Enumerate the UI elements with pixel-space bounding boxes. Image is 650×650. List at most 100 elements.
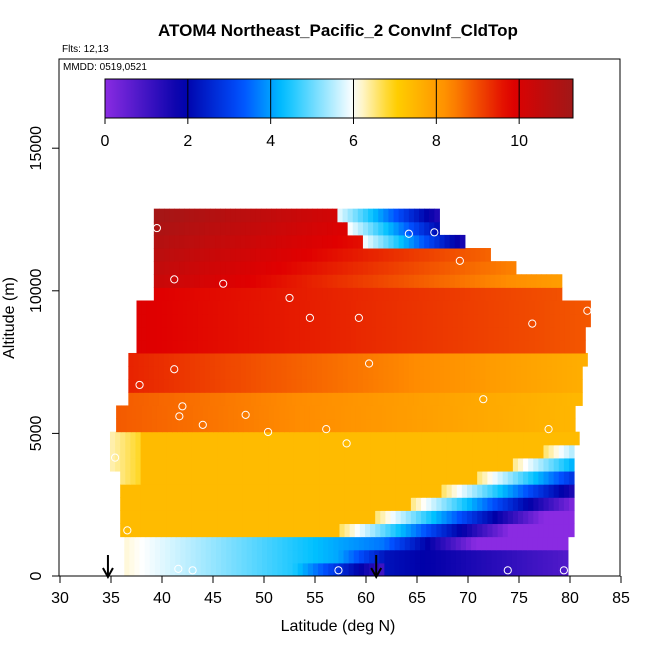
flight-point xyxy=(342,439,351,448)
heatmap-cell xyxy=(231,562,237,577)
heatmap-cell xyxy=(422,300,428,315)
heatmap-cell xyxy=(129,536,135,551)
heatmap-cell xyxy=(276,208,282,223)
heatmap-cell xyxy=(553,484,560,498)
heatmap-cell xyxy=(477,510,483,525)
heatmap-cell xyxy=(498,326,505,341)
heatmap-cell xyxy=(345,418,352,433)
heatmap-cell xyxy=(182,300,188,315)
heatmap-cell xyxy=(252,497,259,511)
heatmap-cell xyxy=(559,326,566,341)
heatmap-cell xyxy=(446,431,453,446)
heatmap-cell xyxy=(502,457,509,472)
heatmap-cell xyxy=(421,431,427,446)
heatmap-cell xyxy=(134,562,141,577)
heatmap-cell xyxy=(488,418,494,433)
heatmap-cell xyxy=(324,431,330,446)
heatmap-cell xyxy=(151,313,158,328)
x-tick-label: 35 xyxy=(102,590,120,607)
heatmap-cell xyxy=(395,457,402,472)
heatmap-cell xyxy=(220,366,226,380)
heatmap-cell xyxy=(215,221,221,236)
heatmap-cell xyxy=(476,536,482,551)
heatmap-cell xyxy=(129,562,135,577)
heatmap-cell xyxy=(220,379,226,393)
heatmap-cell xyxy=(288,484,295,498)
heatmap-cell xyxy=(449,366,456,380)
heatmap-cell xyxy=(194,234,201,249)
heatmap-cell xyxy=(192,313,199,328)
heatmap-cell xyxy=(153,234,160,249)
heatmap-cell xyxy=(447,326,454,341)
heatmap-cell xyxy=(485,392,491,406)
heatmap-cell xyxy=(181,510,187,525)
heatmap-cell xyxy=(359,497,366,511)
heatmap-cell xyxy=(413,221,420,236)
heatmap-cell xyxy=(155,510,162,525)
heatmap-cell xyxy=(192,339,199,354)
heatmap-cell xyxy=(176,457,182,472)
heatmap-cell xyxy=(303,431,310,446)
heatmap-cell xyxy=(553,444,560,459)
heatmap-cell xyxy=(349,444,356,459)
heatmap-cell xyxy=(150,510,157,525)
flight-point xyxy=(241,410,250,419)
heatmap-cell xyxy=(217,471,223,485)
heatmap-cell xyxy=(414,549,421,564)
heatmap-cell xyxy=(222,484,228,498)
heatmap-cell xyxy=(274,418,280,433)
heatmap-cell xyxy=(299,300,306,315)
heatmap-cell xyxy=(472,444,478,459)
heatmap-cell xyxy=(548,431,555,446)
heatmap-cell xyxy=(352,287,359,301)
heatmap-cell xyxy=(215,261,221,275)
heatmap-cell xyxy=(349,457,356,472)
heatmap-cell xyxy=(424,208,430,223)
heatmap-cell xyxy=(136,339,143,354)
heatmap-cell xyxy=(533,431,539,446)
heatmap-cell xyxy=(309,405,316,420)
heatmap-cell xyxy=(541,366,548,380)
heatmap-cell xyxy=(209,379,216,393)
heatmap-cell xyxy=(408,379,415,393)
heatmap-cell xyxy=(125,523,131,538)
heatmap-cell xyxy=(167,326,173,341)
heatmap-cell xyxy=(373,287,379,301)
heatmap-cell xyxy=(362,379,369,393)
heatmap-cell xyxy=(490,287,497,301)
heatmap-cell xyxy=(184,248,191,262)
heatmap-cell xyxy=(217,457,223,472)
heatmap-cell xyxy=(539,339,545,354)
heatmap-cell xyxy=(153,248,160,262)
heatmap-cell xyxy=(262,484,269,498)
heatmap-cell xyxy=(415,497,422,511)
heatmap-cell xyxy=(345,339,352,354)
heatmap-cell xyxy=(544,405,551,420)
heatmap-cell xyxy=(223,418,229,433)
heatmap-cell xyxy=(278,471,284,485)
heatmap-cell xyxy=(388,287,395,301)
heatmap-cell xyxy=(241,549,248,564)
heatmap-cell xyxy=(485,366,491,380)
heatmap-cell xyxy=(329,444,335,459)
heatmap-cell xyxy=(455,562,462,577)
heatmap-cell xyxy=(174,287,180,301)
heatmap-cell xyxy=(374,536,380,551)
heatmap-cell xyxy=(301,379,308,393)
heatmap-cell xyxy=(200,549,207,564)
heatmap-cell xyxy=(308,457,315,472)
heatmap-cell xyxy=(155,471,162,485)
heatmap-cell xyxy=(195,562,202,577)
heatmap-cell xyxy=(301,352,308,367)
heatmap-cell xyxy=(153,366,160,380)
heatmap-cell xyxy=(470,392,476,406)
heatmap-cell xyxy=(318,549,324,564)
heatmap-cell xyxy=(537,549,543,564)
heatmap-cell xyxy=(306,221,313,236)
heatmap-cell xyxy=(517,484,524,498)
heatmap-cell xyxy=(166,431,172,446)
heatmap-cell xyxy=(140,431,147,446)
heatmap-cell xyxy=(548,510,555,525)
heatmap-cell xyxy=(466,431,473,446)
heatmap-cell xyxy=(379,549,385,564)
